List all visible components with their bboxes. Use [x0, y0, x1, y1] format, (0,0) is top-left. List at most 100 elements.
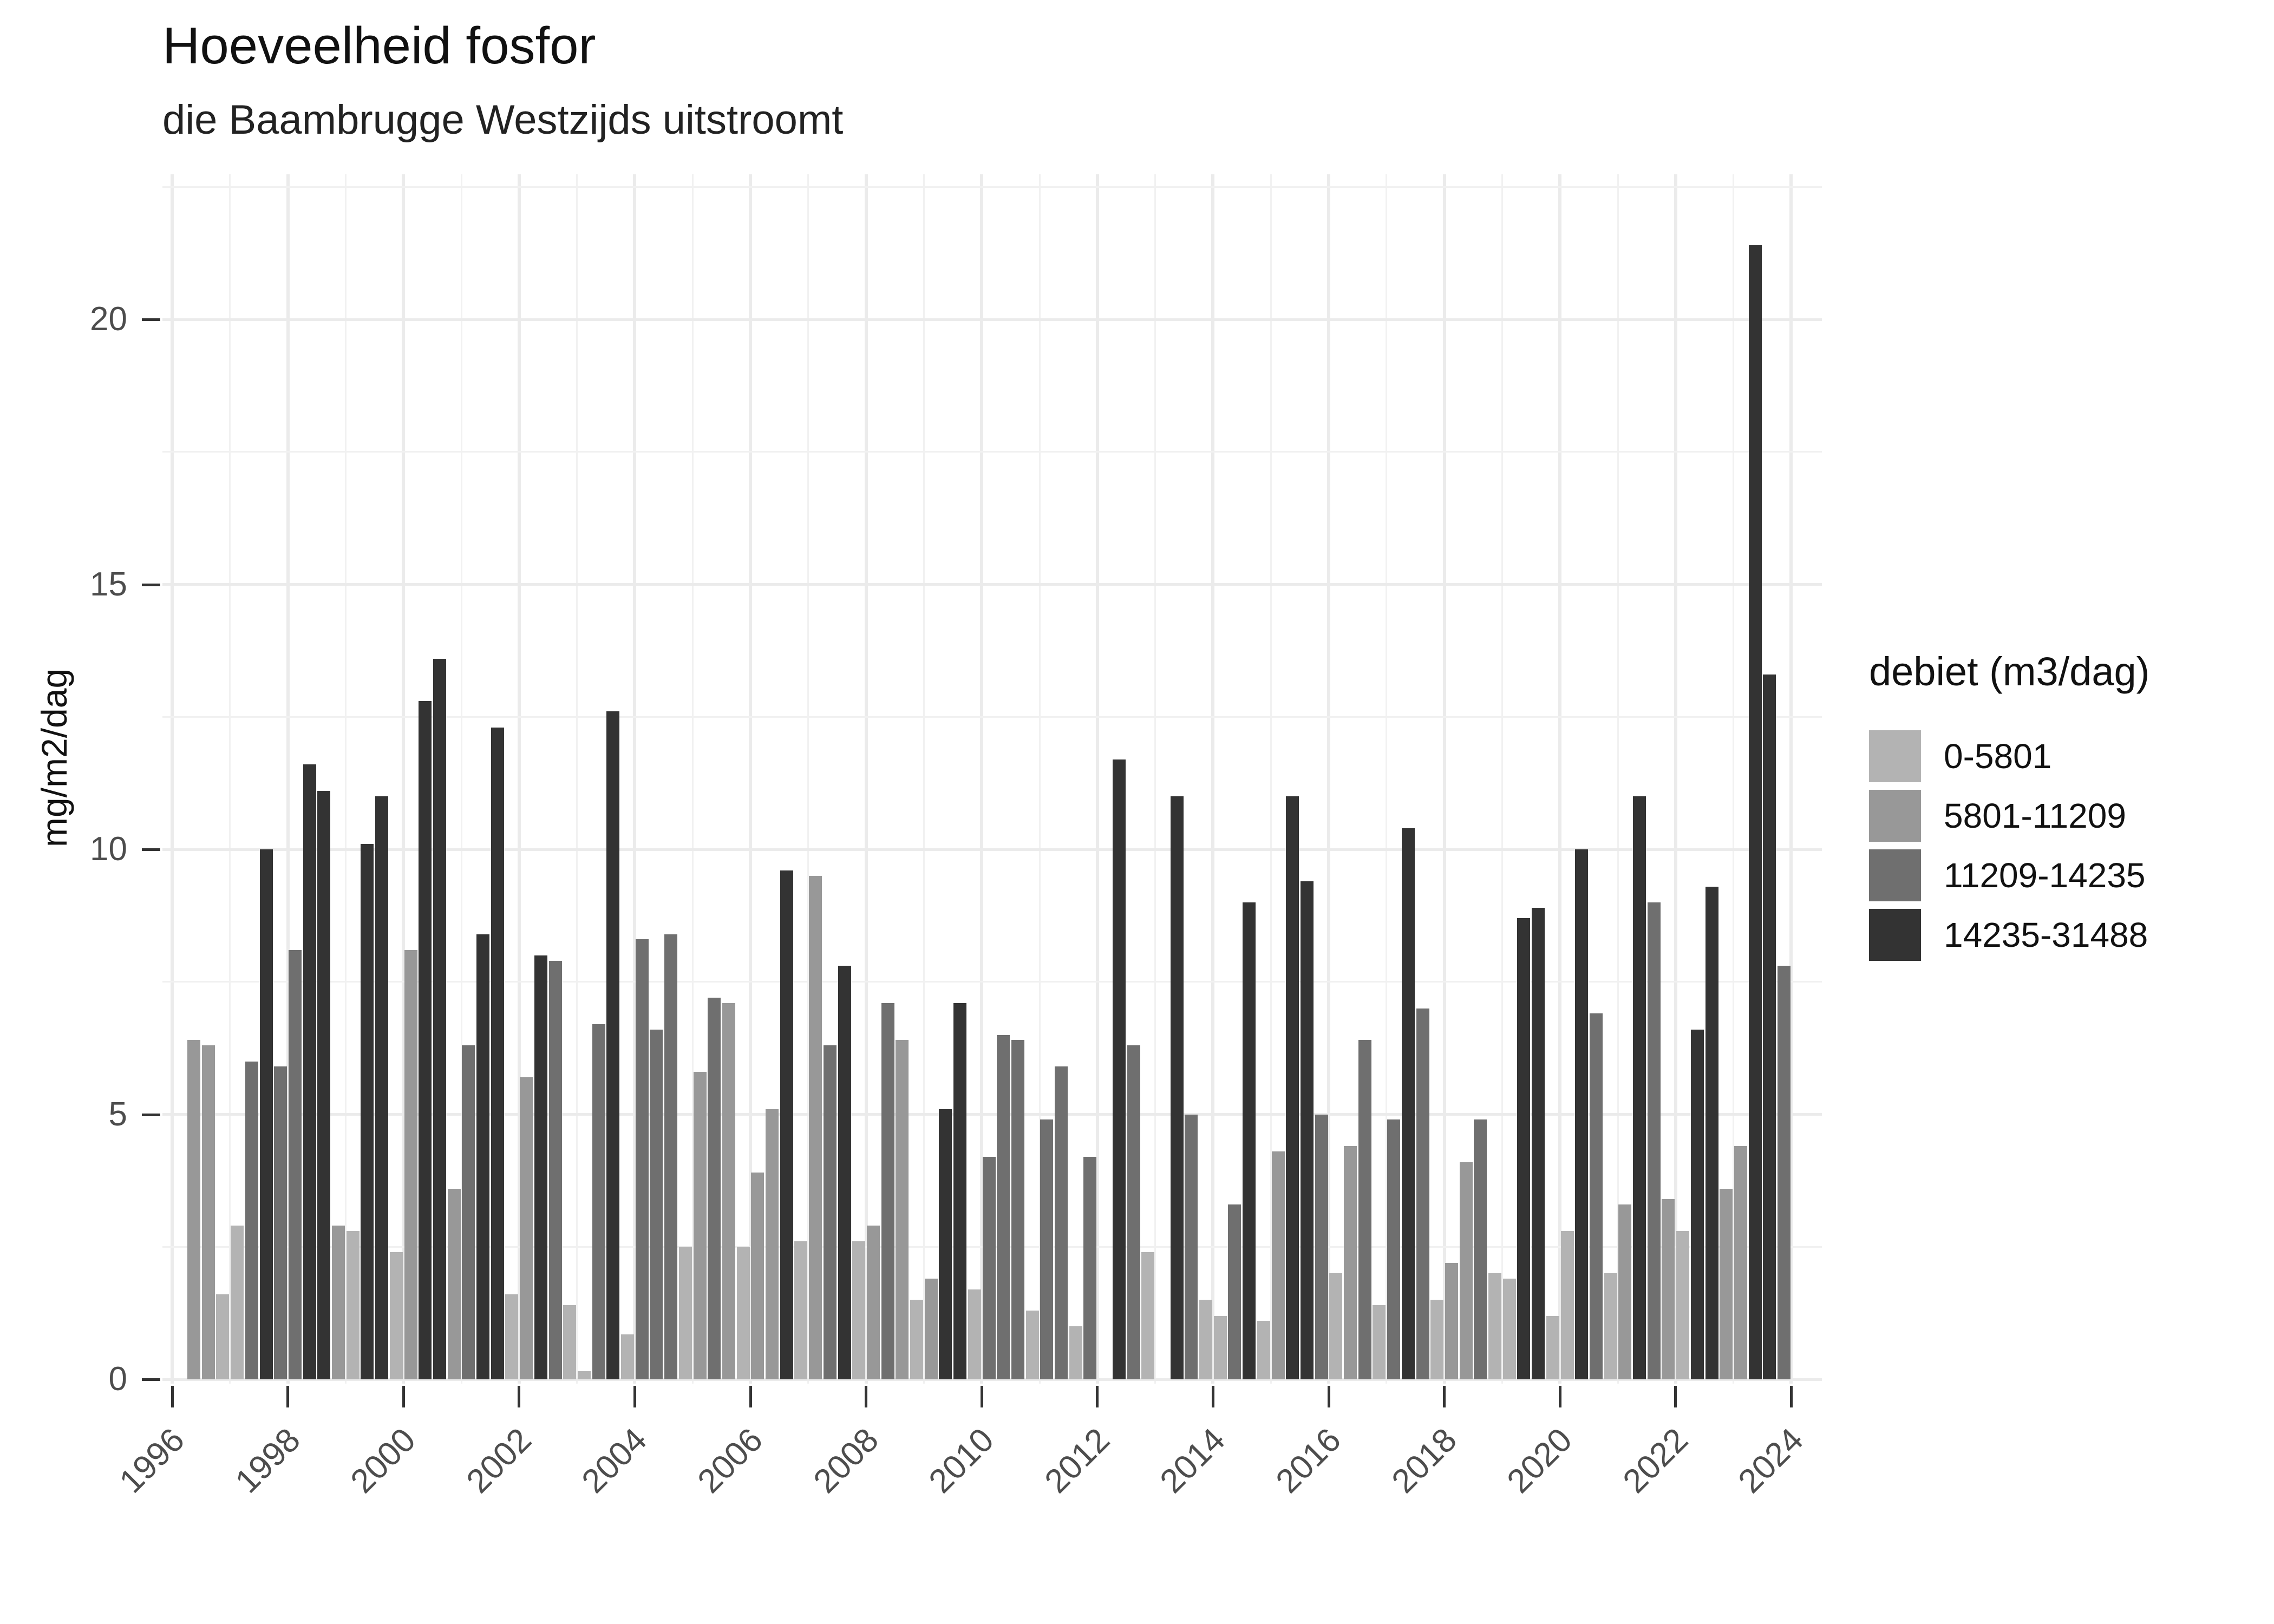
v-gridline-2020 — [1558, 174, 1562, 1384]
x-tickmark-2016 — [1327, 1386, 1330, 1407]
bar-2022-q3 — [1705, 886, 1718, 1379]
v-gridline-1996 — [171, 174, 174, 1384]
bar-2012-q4 — [1141, 1252, 1155, 1379]
h-gridline-15 — [162, 583, 1822, 586]
x-tickmark-2000 — [402, 1386, 405, 1407]
bar-2022-q2 — [1690, 1029, 1704, 1379]
chart-title: Hoeveelheid fosfor — [162, 17, 596, 75]
v-gridline-2002 — [517, 174, 521, 1384]
x-tick-label-2006: 2006 — [690, 1421, 770, 1501]
v-gridline-2017 — [1386, 174, 1388, 1384]
bar-2003-q1 — [577, 1371, 591, 1379]
x-tick-label-2016: 2016 — [1269, 1421, 1348, 1501]
v-gridline-2018 — [1442, 174, 1446, 1384]
bar-2003-q4 — [621, 1334, 635, 1379]
v-gridline-2003 — [576, 174, 578, 1384]
x-tick-label-1996: 1996 — [112, 1421, 192, 1501]
bar-2017-q3 — [1416, 1008, 1429, 1379]
bar-2005-q1 — [693, 1072, 707, 1379]
legend-item-label-3: 14235-31488 — [1944, 915, 2148, 954]
x-tick-label-2008: 2008 — [806, 1421, 886, 1501]
bar-1997-q1 — [231, 1226, 244, 1379]
bar-2016-q2 — [1344, 1146, 1357, 1379]
chart-subtitle: die Baambrugge Westzijds uitstroomt — [162, 97, 844, 143]
x-tick-label-1998: 1998 — [228, 1421, 308, 1501]
x-tick-label-2012: 2012 — [1037, 1421, 1117, 1501]
bar-2007-q3 — [838, 966, 851, 1379]
bar-2005-q4 — [736, 1247, 750, 1379]
x-tick-label-2002: 2002 — [459, 1421, 539, 1501]
bar-2002-q2 — [534, 955, 547, 1379]
bar-2018-q1 — [1445, 1262, 1458, 1379]
bar-2020-q1 — [1560, 1230, 1574, 1379]
bar-2005-q2 — [708, 998, 721, 1379]
bar-2010-q3 — [1011, 1040, 1024, 1379]
bar-1996-q3 — [201, 1045, 215, 1379]
bar-1999-q4 — [389, 1252, 403, 1379]
bar-2015-q4 — [1315, 1114, 1328, 1379]
bar-2008-q2 — [881, 1003, 894, 1379]
x-tick-label-2014: 2014 — [1153, 1421, 1233, 1501]
bar-2015-q3 — [1300, 881, 1314, 1379]
bar-2019-q2 — [1517, 918, 1531, 1379]
legend-items: 0-5801 5801-11209 11209-14235 14235-31488 — [1869, 730, 2149, 961]
bar-2007-q1 — [809, 875, 822, 1379]
v-gridline-1999 — [344, 174, 347, 1384]
bar-2000-q3 — [433, 658, 446, 1379]
bar-2019-q4 — [1546, 1315, 1559, 1379]
x-tickmark-2004 — [633, 1386, 636, 1407]
legend-swatch-0 — [1869, 730, 1921, 782]
v-gridline-2021 — [1617, 174, 1619, 1384]
bar-2003-q2 — [592, 1024, 605, 1379]
legend-item-label-2: 11209-14235 — [1944, 856, 2146, 895]
h-gridline-5 — [162, 1113, 1822, 1116]
bar-1999-q2 — [361, 844, 374, 1379]
bar-2018-q3 — [1474, 1119, 1487, 1379]
x-tickmark-2006 — [749, 1386, 752, 1407]
bar-2004-q3 — [664, 934, 678, 1379]
bar-2023-q2 — [1748, 245, 1762, 1379]
v-gridline-2007 — [807, 174, 809, 1384]
x-tickmark-2022 — [1674, 1386, 1677, 1407]
bar-1998-q3 — [317, 791, 331, 1379]
bar-2000-q4 — [447, 1188, 461, 1379]
v-gridline-2001 — [460, 174, 462, 1384]
h-gridline-0 — [162, 1378, 1822, 1381]
x-tickmark-2024 — [1789, 1386, 1793, 1407]
bar-2000-q2 — [419, 700, 432, 1379]
legend: debiet (m3/dag) 0-5801 5801-11209 11209-14… — [1869, 649, 2149, 968]
y-tick-label-5: 5 — [108, 1095, 127, 1133]
bar-1998-q1 — [288, 950, 302, 1379]
bar-2008-q1 — [866, 1226, 880, 1379]
bar-2016-q1 — [1329, 1273, 1343, 1379]
bar-2017-q1 — [1387, 1119, 1401, 1379]
bar-2009-q4 — [968, 1289, 981, 1379]
y-tickmark-20 — [142, 318, 160, 321]
bar-2008-q4 — [910, 1300, 924, 1379]
x-tickmark-2008 — [865, 1386, 868, 1407]
v-gridline-2013 — [1154, 174, 1156, 1384]
bar-2021-q4 — [1662, 1199, 1675, 1379]
bar-2010-q4 — [1025, 1310, 1039, 1379]
bar-2011-q4 — [1083, 1156, 1097, 1379]
bar-2013-q2 — [1170, 796, 1184, 1379]
y-tickmark-10 — [142, 848, 160, 851]
v-gridline-2005 — [691, 174, 694, 1384]
bar-2019-q3 — [1532, 907, 1545, 1379]
bar-2006-q2 — [766, 1109, 779, 1379]
bar-2011-q2 — [1055, 1066, 1068, 1379]
legend-swatch-1 — [1869, 790, 1921, 842]
legend-swatch-2 — [1869, 849, 1921, 901]
bar-1997-q4 — [274, 1066, 287, 1379]
x-tickmark-2020 — [1558, 1386, 1561, 1407]
bar-2006-q1 — [751, 1173, 764, 1379]
bar-2021-q3 — [1647, 902, 1661, 1379]
bar-2022-q4 — [1720, 1188, 1733, 1379]
bar-2023-q3 — [1763, 674, 1776, 1379]
x-tick-label-2004: 2004 — [575, 1421, 655, 1501]
bar-2001-q2 — [476, 934, 490, 1379]
bar-2011-q3 — [1069, 1326, 1082, 1379]
v-gridline-2004 — [633, 174, 637, 1384]
v-gridline-2000 — [402, 174, 406, 1384]
bar-2007-q2 — [823, 1045, 837, 1379]
